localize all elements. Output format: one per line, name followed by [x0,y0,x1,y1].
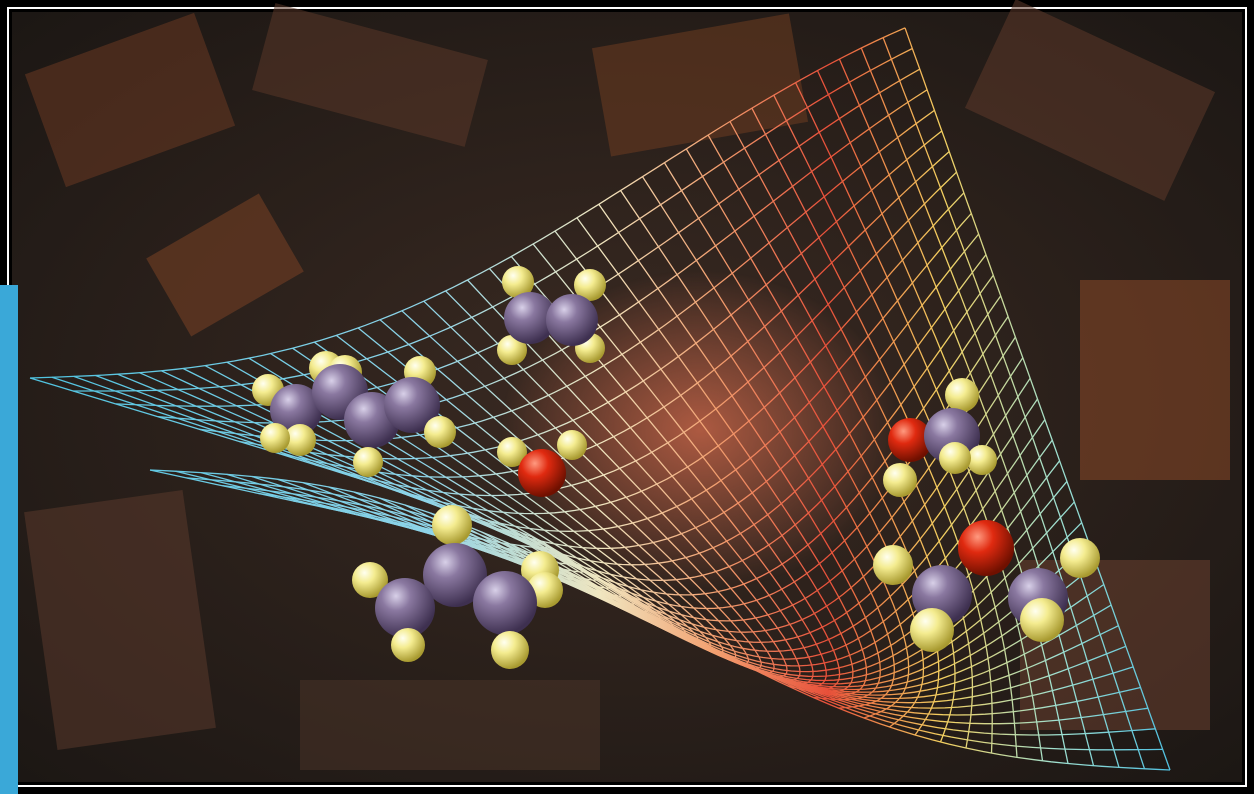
yellow-atom [424,416,456,448]
yellow-atom [502,266,534,298]
purple-atom [473,571,537,635]
purple-atom [375,578,435,638]
purple-atom [504,292,556,344]
mesh-line [382,213,972,532]
mesh-line [277,151,950,478]
yellow-atom [497,437,527,467]
yellow-atom [557,430,587,460]
mesh-line [545,398,1039,652]
yellow-atom [260,423,290,453]
yellow-atom [432,505,472,545]
yellow-atom [945,378,979,412]
mesh-line [149,469,1171,771]
mesh-line [73,47,913,392]
yellow-atom [491,631,529,669]
mesh-line [199,109,935,442]
yellow-atom [353,447,383,477]
yellow-atom [352,562,388,598]
red-atom [888,418,932,462]
yellow-atom [574,269,606,301]
yellow-atom [910,608,954,652]
molecules [252,266,1100,669]
yellow-atom [497,335,527,365]
red-atom [518,449,566,497]
yellow-atom [883,463,917,497]
yellow-atom [391,628,425,662]
mesh-line [314,171,957,497]
mesh-line [29,27,906,379]
purple-atom [546,294,598,346]
yellow-atom [873,545,913,585]
purple-atom [384,377,440,433]
purple-atom [423,543,487,607]
yellow-atom [1060,538,1100,578]
energy-surface [29,27,1171,771]
purple-atom [270,384,322,436]
yellow-atom [284,424,316,456]
red-atom [958,520,1014,576]
yellow-atom [967,445,997,475]
yellow-atom [939,442,971,474]
mesh-line [349,192,965,515]
crystals [24,0,1230,770]
yellow-atom [1020,598,1064,642]
side-strip [0,285,18,794]
